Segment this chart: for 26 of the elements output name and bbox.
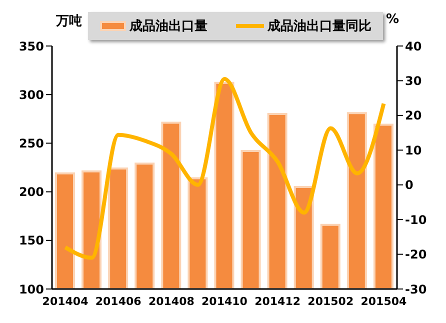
y2-tick-label: -10 (405, 212, 427, 227)
x-tick-label: 201502 (308, 294, 354, 308)
y2-tick-label: -20 (405, 248, 427, 262)
y2-tick-label: 20 (405, 108, 422, 123)
x-tick-label: 201410 (202, 294, 248, 308)
y-tick-label: 350 (18, 39, 44, 54)
x-tick-label: 201408 (148, 294, 194, 308)
y-axis-unit: 万吨 (56, 13, 82, 30)
x-tick-label: 201412 (254, 294, 301, 308)
y2-tick-label: 10 (405, 143, 422, 158)
x-tick-label: 201406 (95, 294, 142, 308)
legend-label: 成品油出口量同比 (266, 18, 372, 35)
x-tick-label: 201404 (42, 294, 89, 308)
y-tick-label: 200 (18, 185, 44, 200)
line-series (63, 76, 386, 260)
y2-tick-label: 30 (405, 74, 422, 88)
y-tick-label: 250 (18, 136, 44, 150)
y-tick-label: 100 (18, 282, 44, 296)
y2-tick-label: 0 (405, 178, 414, 192)
y2-tick-label: -30 (405, 282, 427, 296)
y-tick-label: 150 (18, 234, 44, 248)
y2-tick-label: 40 (405, 39, 422, 54)
x-tick-label: 201504 (360, 294, 408, 308)
y-tick-label: 300 (18, 88, 44, 102)
y2-axis-unit: % (386, 12, 400, 27)
legend-label: 成品油出口量 (128, 18, 208, 35)
